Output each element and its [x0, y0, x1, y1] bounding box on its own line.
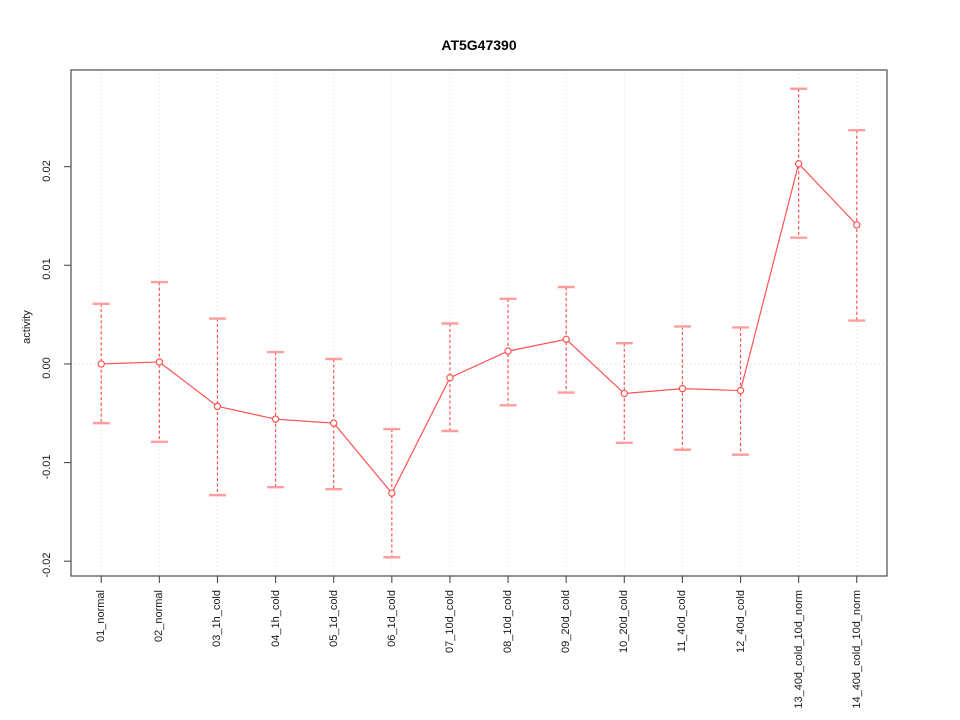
y-tick-label: -0.01: [41, 454, 53, 480]
y-tick-label: 0.02: [41, 159, 53, 182]
data-point: [678, 384, 687, 393]
data-point: [736, 386, 745, 395]
data-point: [562, 335, 570, 343]
x-tick-label: 12_40d_cold: [734, 589, 747, 653]
data-point: [794, 160, 803, 168]
data-point: [446, 374, 454, 382]
x-tick-label: 11_40d_cold: [676, 589, 689, 652]
series-line: [101, 162, 858, 495]
x-tick-label: 04_1h_cold: [269, 589, 282, 647]
x-tick-label: 09_20d_cold: [560, 589, 573, 653]
data-point: [97, 360, 105, 368]
x-tick-label: 01_normal: [95, 589, 108, 642]
plot-frame: [70, 69, 888, 577]
data-point: [620, 389, 628, 398]
x-tick-label: 14_40d_cold_10d_norm: [850, 589, 863, 709]
data-point: [330, 419, 338, 427]
x-tick-label: 10_20d_cold: [618, 589, 631, 653]
data-point: [213, 402, 222, 411]
x-tick-label: 02_normal: [153, 589, 166, 642]
x-tick-label: 03_1h_cold: [211, 589, 224, 647]
y-tick-label: 0.00: [41, 357, 53, 379]
x-tick-label: 06_1d_cold: [385, 589, 398, 647]
data-point: [155, 358, 164, 366]
y-axis-title: activity: [21, 310, 33, 344]
data-point: [388, 489, 396, 497]
x-tick-label: 07_10d_cold: [443, 589, 456, 653]
data-point: [504, 347, 512, 355]
data-point: [853, 221, 861, 229]
x-tick-label: 08_10d_cold: [502, 589, 515, 653]
chart-title: AT5G47390: [441, 37, 517, 53]
x-tick-label: 05_1d_cold: [327, 589, 340, 647]
y-tick-label: -0.02: [41, 552, 53, 578]
data-point: [271, 415, 280, 423]
y-tick-label: 0.01: [41, 258, 53, 281]
x-tick-label: 13_40d_cold_10d_norm: [792, 589, 805, 709]
